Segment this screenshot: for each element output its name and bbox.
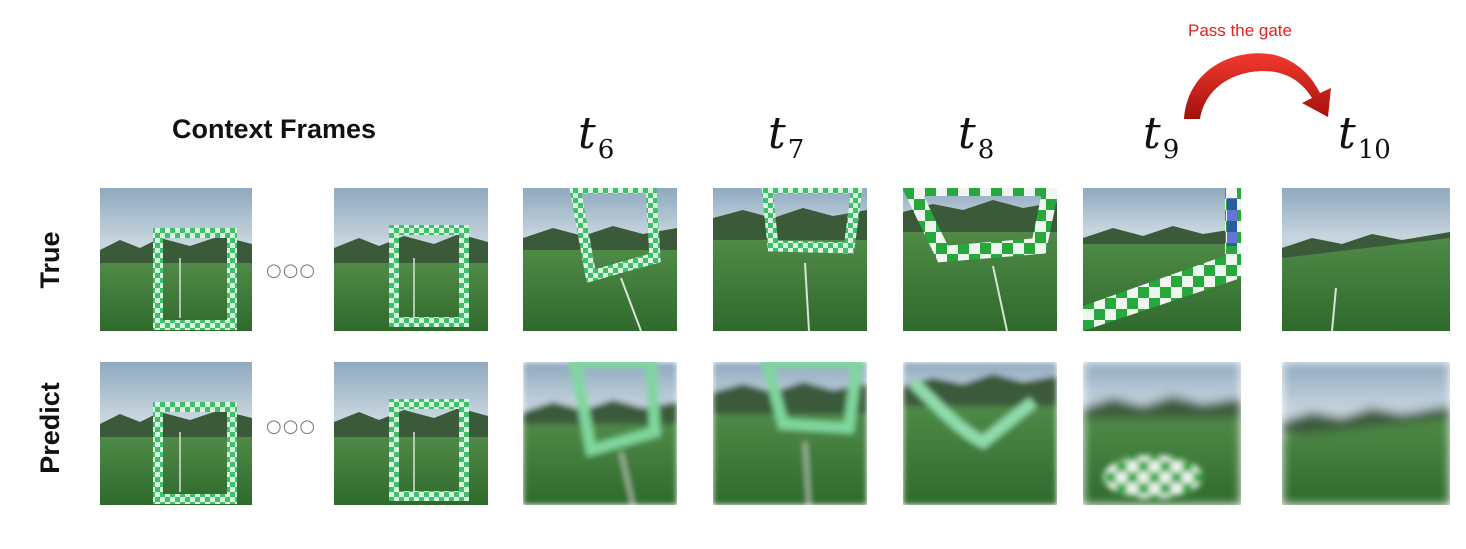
frame-predict-t10 [1282,362,1450,505]
frame-true-t6 [523,188,677,331]
row-label-predict: Predict [35,382,65,474]
frame-true-t8 [903,188,1057,331]
frame-predict-t7 [713,362,867,505]
time-label-t7: t7 [768,108,805,165]
frame-predict-t9 [1083,362,1241,505]
pass-gate-arrow-icon [1184,53,1331,119]
time-label-t8: t8 [958,108,995,165]
frame-predict-context-1 [100,362,252,505]
time-label-t6: t6 [578,108,615,165]
frame-true-context-2 [334,188,488,331]
frame-predict-t6 [523,362,677,505]
time-label-t10: t10 [1338,108,1391,165]
frame-true-context-1 [100,188,252,331]
pass-the-gate-label: Pass the gate [1188,21,1292,40]
row-label-true: True [35,231,65,289]
frame-true-t9 [1083,188,1241,331]
frame-true-t7 [713,188,867,331]
frame-predict-t8 [903,362,1057,505]
frame-true-t10 [1282,188,1450,331]
frame-predict-context-2 [334,362,488,505]
ellipsis-true-row: ○○○ [266,260,317,281]
ellipsis-predict-row: ○○○ [266,416,317,437]
context-frames-title: Context Frames [172,114,377,144]
time-label-t9: t9 [1143,108,1180,165]
